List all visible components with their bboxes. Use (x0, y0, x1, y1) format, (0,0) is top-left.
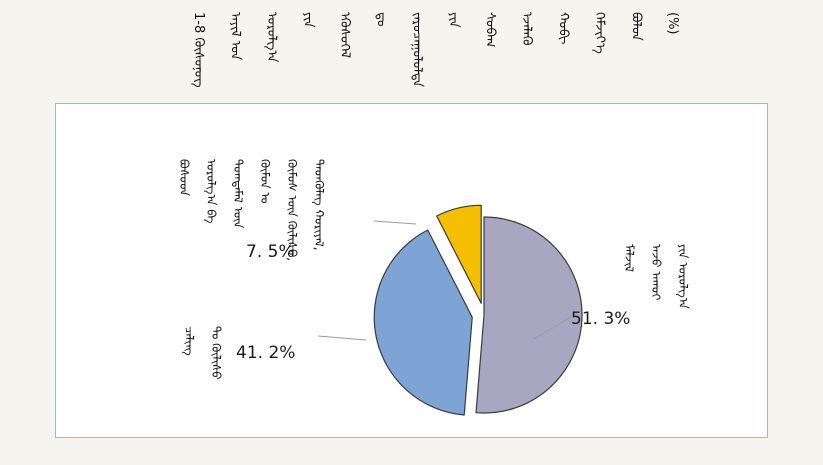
title-column: ᠡᠵᠡᠯᠡᠬᠦ (519, 12, 535, 46)
slice-label-line: ᠬᠦᠮᠦᠨ ᠤ (258, 159, 272, 204)
slice-label-other: ᠪᠤᠰᠤᠳ ᠣᠷᠣᠯᠭ᠎ᠠ ᠪᠠ ᠲᠣᠭᠲᠠᠮᠠᠯ ᠦᠨ ᠬᠦᠮᠦᠨ ᠤ ᠬᠦᠮᠦᠰ ᠦ… (176, 159, 326, 261)
value-label: 41. 2% (236, 343, 295, 363)
pie-slices (373, 204, 583, 416)
title-column: ᠬᠡᠮᠵᠢᠶ᠎ᠡ (591, 12, 607, 54)
leader-line (373, 220, 417, 225)
title-column: ᠶᠢᠨ (300, 12, 316, 28)
title-column: ᠰᠤᠪᠠᠭ (482, 12, 498, 48)
slice-label-line: ᠣᠷᠣᠯᠭ᠎ᠠ ᠪᠠ (204, 159, 218, 224)
title-column: ᠪᠣᠯᠤᠨ (628, 12, 644, 41)
slice-label-line: ᠲᠤ ᠬᠦᠯᠢᠰᠦ (209, 326, 223, 380)
slice-label-line: ᠠᠵᠤ ᠠᠬᠤᠢ (649, 244, 663, 301)
leader-line (533, 316, 572, 340)
pie-slice (436, 204, 482, 304)
leader-line (317, 335, 367, 341)
title-column: ᠵᠠᠷᠤᠴᠠᠭᠤᠯᠤᠯᠲᠠ (409, 12, 425, 88)
slice-label-line: ᠲᠡᠳᠬᠦᠯᠡᠭ ᠬᠤᠷᠢᠶᠠᠯ, (312, 159, 326, 251)
slice-label-line: ᠮᠠᠯᠵᠢᠯ (622, 244, 636, 273)
slice-label-line: ᠬᠦᠮᠦᠰ ᠦᠨ ᠬᠦᠯᠢᠰᠦ, (285, 159, 299, 262)
slice-label-line: ᠲᠣᠭᠲᠠᠮᠠᠯ ᠦᠨ (231, 159, 245, 229)
title-column: ᠬᠤᠪᠢ (555, 12, 571, 45)
value-labels: 51. 3% 41. 2% 7. 5% (236, 242, 630, 363)
leader-lines (317, 220, 572, 341)
title-column: ᠶᠢᠨ (446, 12, 462, 28)
slice-label-line: ᠴᠠᠯᠢᠩ (182, 326, 196, 356)
slice-label-wages: ᠮᠠᠯᠵᠢᠯ ᠠᠵᠤ ᠠᠬᠤᠢ ᠶᠢᠨ ᠣᠷᠣᠯᠭ᠎ᠠ (621, 244, 690, 309)
chart-title: 1-8 ᠬᠦᠰᠦᠨᠦᠭ ᠠᠶᠢᠯ ᠤᠨ ᠣᠷᠣᠯᠭ᠎ᠠ ᠶᠢᠨ ᠡᠬᠦᠰᠦᠭᠡᠯ ᠳᠤ ᠵᠠ… (190, 12, 680, 88)
title-column: ᠳᠤ (373, 12, 389, 27)
value-label: 51. 3% (571, 309, 630, 329)
chart-frame: 51. 3% 41. 2% 7. 5% ᠮᠠᠯᠵᠢᠯ ᠠᠵᠤ ᠠᠬᠤᠢ ᠶᠢᠨ ᠣᠷᠣᠯ… (55, 103, 768, 438)
title-column: 1-8 ᠬᠦᠰᠦᠨᠦᠭ (191, 12, 206, 88)
pie-chart: 51. 3% 41. 2% 7. 5% (236, 204, 630, 416)
slice-label-pension: ᠴᠠᠯᠢᠩ ᠲᠤ ᠬᠦᠯᠢᠰᠦ (181, 326, 223, 380)
slice-label-line: ᠶᠢᠨ ᠣᠷᠣᠯᠭ᠎ᠠ (676, 244, 690, 309)
title-column: ᠣᠷᠣᠯᠭ᠎ᠠ (263, 12, 279, 63)
title-column: ᠡᠬᠦᠰᠦᠭᠡᠯ (336, 12, 352, 58)
pie-slice (475, 216, 583, 414)
pie-slice (373, 229, 473, 416)
value-label: 7. 5% (246, 242, 295, 262)
title-column: ᠠᠶᠢᠯ ᠤᠨ (227, 12, 243, 61)
slice-label-line: ᠪᠤᠰᠤᠳ (177, 159, 191, 197)
title-column: (%) (664, 12, 680, 35)
